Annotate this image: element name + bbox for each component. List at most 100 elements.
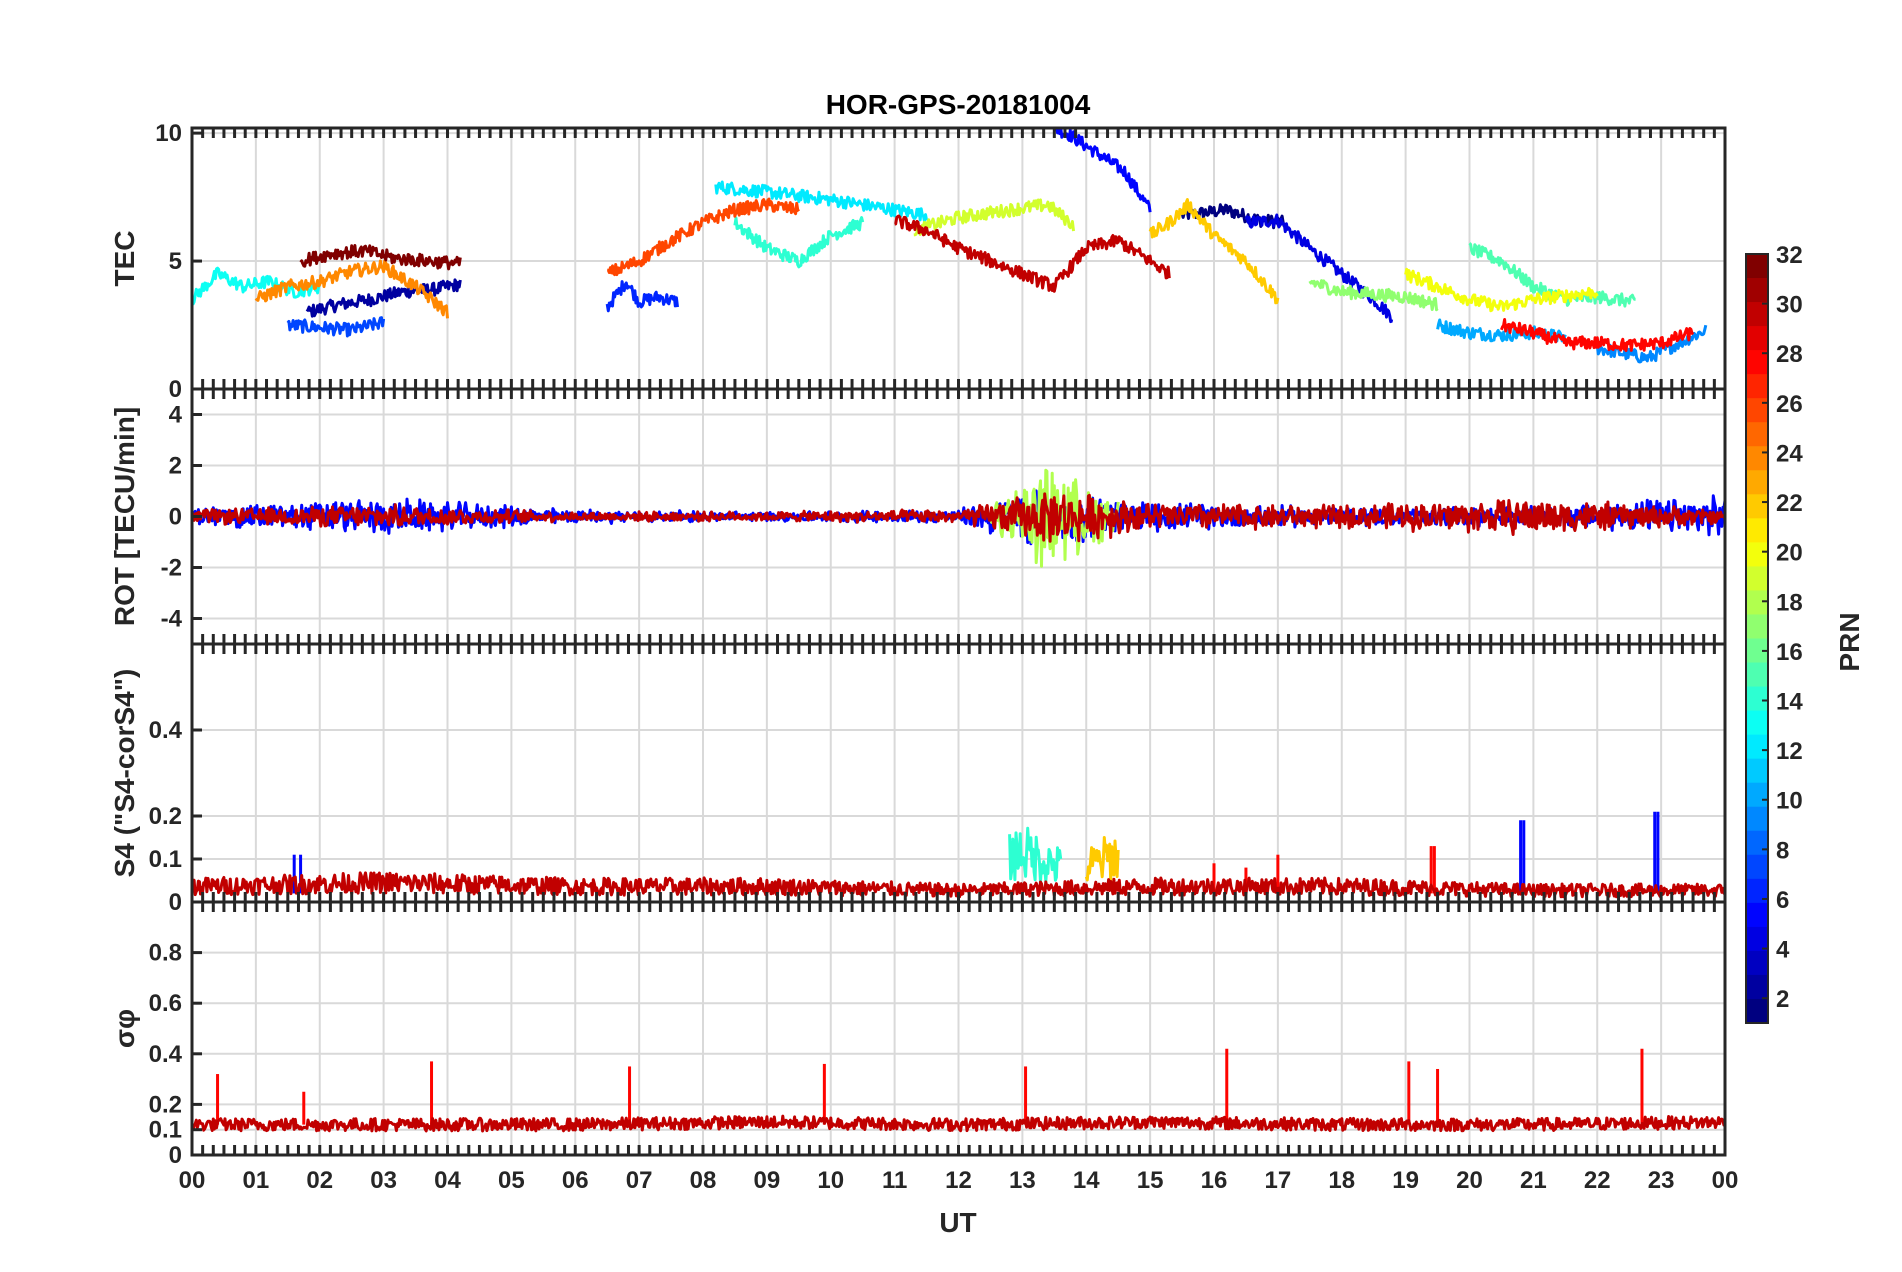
y-tick-label: 0 — [169, 1142, 182, 1169]
colorbar-swatch — [1746, 302, 1768, 327]
colorbar-swatch — [1746, 374, 1768, 399]
colorbar-swatch — [1746, 254, 1768, 279]
colorbar-tick-label: 8 — [1776, 837, 1789, 864]
series-line-prn-32 — [299, 244, 462, 271]
colorbar-frame — [1745, 253, 1769, 1024]
y-tick-label: 0.1 — [149, 1117, 182, 1144]
x-tick-label: 11 — [882, 1167, 907, 1194]
y-tick-label: 0.8 — [149, 940, 182, 967]
x-tick-label: 22 — [1584, 1167, 1611, 1194]
colorbar-tick-label: 6 — [1776, 887, 1789, 914]
colorbar-swatch — [1746, 614, 1768, 640]
panel-traces — [192, 811, 1725, 899]
colorbar-swatch — [1746, 782, 1768, 808]
colorbar-swatch — [1746, 758, 1768, 784]
y-tick-label: 0.1 — [149, 846, 182, 873]
colorbar-swatch — [1746, 806, 1768, 832]
series-line-prn-30 — [192, 492, 1725, 543]
x-tick-label: 23 — [1648, 1167, 1675, 1194]
x-tick-label: 16 — [1201, 1167, 1228, 1194]
colorbar-swatch — [1746, 974, 1768, 1000]
x-tick-label: 05 — [498, 1167, 525, 1194]
colorbar-tick-label: 30 — [1776, 292, 1803, 319]
colorbar-swatch — [1746, 662, 1768, 688]
series-line-prn-7 — [286, 316, 386, 338]
colorbar-swatch — [1746, 566, 1768, 592]
series-line-prn-30 — [192, 1114, 1725, 1133]
colorbar-tick-label: 14 — [1776, 689, 1803, 716]
x-tick-label: 00 — [179, 1167, 206, 1194]
colorbar-swatch — [1746, 350, 1768, 375]
colorbar-label: PRN — [1834, 612, 1865, 671]
series-line-prn-30 — [192, 871, 1725, 899]
colorbar-tick-label: 12 — [1776, 738, 1803, 765]
colorbar-swatch — [1746, 854, 1768, 880]
series-line-prn-6 — [605, 280, 679, 313]
panel-sigma_phi: 00.10.2 0.4 0.6 0.8 σφ — [109, 900, 1727, 1169]
colorbar-swatch — [1746, 446, 1768, 471]
y-tick-label: 0 — [169, 504, 182, 531]
colorbar-tick-label: 24 — [1776, 440, 1803, 467]
series-line-prn-22 — [1148, 198, 1280, 305]
series-line-prn-2 — [305, 278, 462, 318]
series-line-prn-13 — [192, 266, 321, 306]
colorbar-swatch — [1746, 278, 1768, 303]
series-line-prn-22 — [1084, 836, 1120, 883]
colorbar-swatch — [1746, 878, 1768, 904]
x-tick-label: 01 — [243, 1167, 270, 1194]
chart-title: HOR-GPS-20181004 — [826, 89, 1091, 120]
series-line-prn-26 — [606, 197, 801, 277]
x-tick-label: 00 — [1712, 1167, 1739, 1194]
x-tick-label: 13 — [1009, 1167, 1036, 1194]
series-line-prn-14 — [733, 216, 865, 269]
panel-s4: 0 0.1 0.2 0.4 S4 ("S4-corS4") — [109, 642, 1727, 916]
x-tick-label: 20 — [1456, 1167, 1483, 1194]
colorbar-tick-label: 18 — [1776, 589, 1803, 616]
series-line-prn-17 — [1308, 279, 1439, 312]
series-line-prn-30 — [894, 214, 1171, 293]
colorbar-tick-label: 2 — [1776, 986, 1789, 1013]
colorbar-swatch — [1746, 926, 1768, 952]
x-tick-label: 12 — [945, 1167, 972, 1194]
y-tick-label: 0.4 — [149, 717, 183, 744]
x-tick-label: 17 — [1265, 1167, 1292, 1194]
x-tick-label: 14 — [1073, 1167, 1100, 1194]
colorbar-swatch — [1746, 686, 1768, 712]
y-tick-label: 4 — [169, 402, 183, 429]
colorbar-tick-label: 26 — [1776, 391, 1803, 418]
series-line-prn-24 — [254, 259, 449, 319]
colorbar-swatch — [1746, 470, 1768, 495]
y-tick-label: 0.2 — [149, 1091, 182, 1118]
colorbar-swatch — [1746, 830, 1768, 856]
colorbar-swatch — [1746, 494, 1768, 519]
x-tick-label: 08 — [690, 1167, 717, 1194]
x-tick-label: 04 — [434, 1167, 461, 1194]
y-tick-label: 0 — [169, 889, 182, 916]
x-tick-label: 06 — [562, 1167, 589, 1194]
panel-traces — [192, 1048, 1725, 1133]
y-tick-label: 10 — [155, 120, 182, 147]
colorbar-tick-label: 20 — [1776, 540, 1803, 567]
colorbar-tick-label: 16 — [1776, 639, 1803, 666]
colorbar-swatch — [1746, 542, 1768, 568]
y-tick-label: 0.4 — [149, 1041, 183, 1068]
x-tick-label: 15 — [1137, 1167, 1164, 1194]
y-axis-label-tec: TEC — [109, 231, 140, 287]
y-axis-label-s4: S4 ("S4-corS4") — [109, 669, 140, 878]
y-tick-label: 0.6 — [149, 990, 182, 1017]
colorbar-swatch — [1746, 998, 1768, 1024]
colorbar-swatch — [1746, 422, 1768, 447]
colorbar-tick-label: 10 — [1776, 788, 1803, 815]
x-tick-label: 07 — [626, 1167, 653, 1194]
colorbar-swatch — [1746, 326, 1768, 351]
y-tick-label: -2 — [161, 555, 182, 582]
x-tick-label: 10 — [817, 1167, 844, 1194]
series-line-prn-14 — [1008, 826, 1063, 884]
colorbar-tick-label: 28 — [1776, 341, 1803, 368]
colorbar-tick-label: 4 — [1776, 937, 1790, 964]
